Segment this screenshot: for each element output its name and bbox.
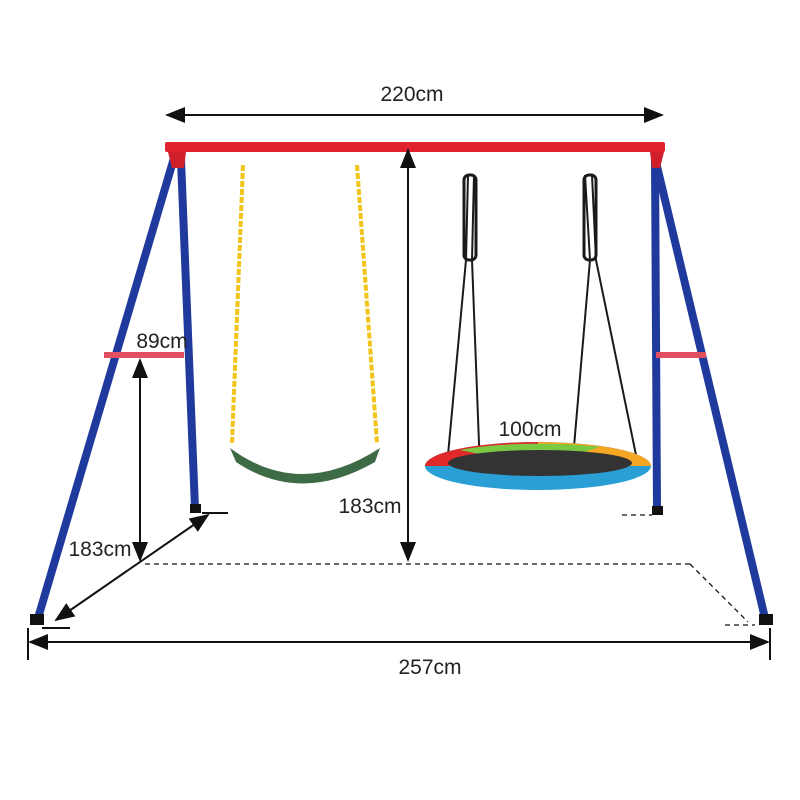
crossbar-height-label: 89cm <box>136 330 188 353</box>
top-bar <box>165 142 665 152</box>
saucer-seat <box>425 442 651 490</box>
feet <box>30 504 773 625</box>
swing-seat <box>230 448 380 484</box>
dimension-lines <box>27 107 771 660</box>
base-width-label: 257cm <box>398 656 462 679</box>
frame-legs <box>34 156 769 620</box>
ground-guides <box>145 514 755 626</box>
saucer-diameter-label: 100cm <box>498 418 562 441</box>
frame-height-label: 183cm <box>338 495 402 518</box>
top-bar-width-label: 220cm <box>380 83 444 106</box>
swing-chains <box>230 164 379 444</box>
saucer-ropes <box>447 173 637 471</box>
frame-depth-label: 183cm <box>68 538 132 561</box>
